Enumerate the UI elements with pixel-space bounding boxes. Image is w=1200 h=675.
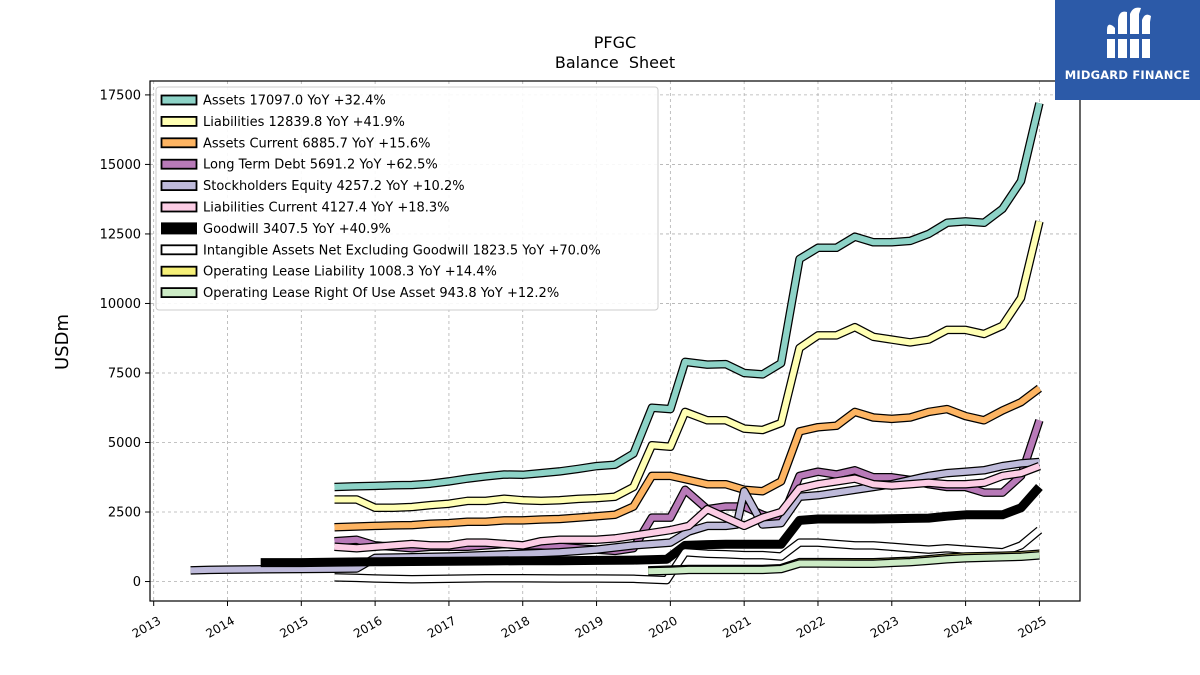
legend-swatch: [160, 180, 198, 192]
y-axis-label: USDm: [52, 314, 73, 370]
legend-entry: Long Term Debt 5691.2 YoY +62.5%: [203, 158, 438, 173]
legend-entry: Liabilities Current 4127.4 YoY +18.3%: [203, 201, 450, 216]
legend-swatch: [160, 287, 198, 299]
legend-entry: Assets 17097.0 YoY +32.4%: [203, 94, 386, 109]
midgard-logo-icon: [1103, 7, 1153, 59]
brand-logo: MIDGARD FINANCE: [1055, 0, 1200, 100]
series: [334, 526, 1043, 585]
legend-entry: Operating Lease Right Of Use Asset 943.8…: [203, 286, 559, 301]
legend-swatch: [161, 222, 197, 235]
legend-swatch: [160, 265, 198, 277]
y-tick-label: 17500: [100, 88, 141, 103]
legend-entry: Goodwill 3407.5 YoY +40.9%: [203, 222, 391, 237]
y-tick-label: 10000: [100, 297, 141, 312]
legend-box: [155, 86, 659, 311]
series-lines: [190, 102, 1044, 585]
series: [334, 102, 1044, 492]
legend-swatch: [160, 244, 198, 256]
y-tick-label: 15000: [100, 158, 141, 173]
series: [334, 384, 1042, 532]
y-tick-label: 12500: [100, 227, 141, 242]
series-line: [334, 385, 1042, 531]
series: [334, 462, 1041, 553]
legend-entry: Operating Lease Liability 1008.3 YoY +14…: [203, 265, 497, 280]
y-axis: 0 2500 5000 7500 10000 12500 15000 17500: [100, 88, 150, 590]
legend: Assets 17097.0 YoY +32.4% Liabilities 128…: [155, 86, 659, 311]
legend-swatch: [160, 116, 198, 127]
y-tick-label: 5000: [108, 436, 141, 451]
series-line: [190, 459, 1040, 574]
series: [334, 220, 1044, 513]
series: [260, 484, 1043, 568]
series-line: [334, 220, 1043, 511]
legend-swatch: [160, 137, 198, 149]
series: [648, 551, 1040, 576]
y-tick-label: 7500: [108, 366, 141, 381]
legend-swatch: [160, 201, 198, 213]
series-line: [334, 463, 1041, 552]
series-line: [648, 552, 1040, 575]
legend-swatch: [160, 158, 198, 170]
series-line: [260, 484, 1043, 568]
y-tick-label: 2500: [108, 506, 141, 521]
series-line: [334, 102, 1043, 490]
chart-subtitle: Balance Sheet: [555, 53, 675, 72]
legend-entry: Stockholders Equity 4257.2 YoY +10.2%: [203, 179, 465, 194]
brand-name: MIDGARD FINANCE: [1064, 68, 1191, 82]
legend-entry: Assets Current 6885.7 YoY +15.6%: [203, 136, 430, 151]
y-tick-label: 0: [133, 575, 141, 590]
legend-swatch: [160, 94, 198, 106]
legend-entry: Intangible Assets Net Excluding Goodwill…: [203, 243, 601, 258]
series: [190, 457, 1040, 575]
plot-frame: [149, 80, 1081, 602]
chart-title: PFGC: [594, 33, 636, 52]
series-line: [334, 527, 1042, 584]
legend-entry: Liabilities 12839.8 YoY +41.9%: [203, 115, 405, 130]
